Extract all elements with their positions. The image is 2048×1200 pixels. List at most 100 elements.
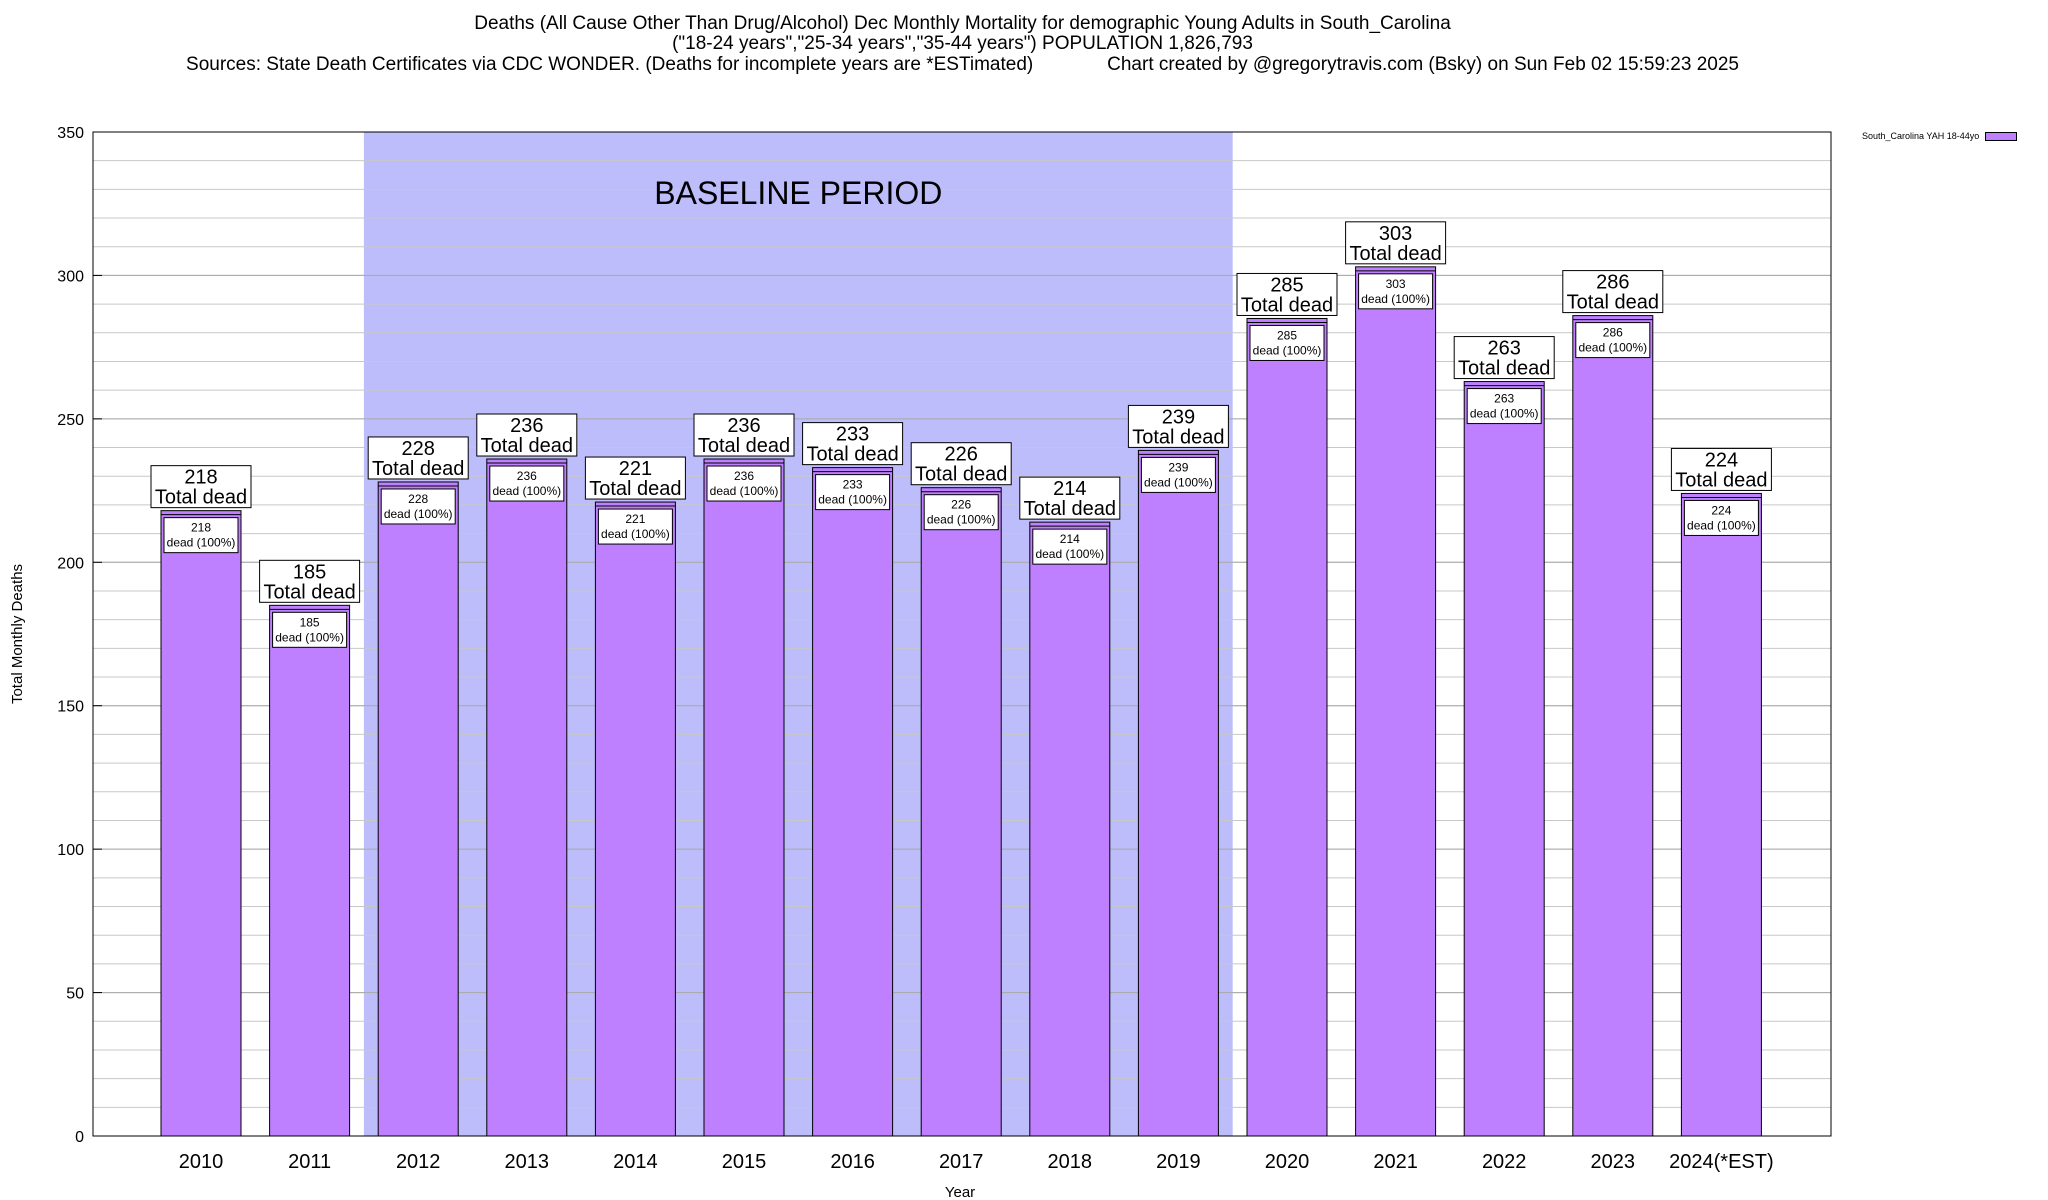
inner-pct-label: dead (100%) xyxy=(1144,475,1213,489)
total-label-box xyxy=(1670,447,1772,491)
bar xyxy=(269,604,351,1137)
inner-data-label: 233 xyxy=(843,478,863,492)
inner-data-label: 218 xyxy=(191,521,211,535)
inner-data-label: 303 xyxy=(1386,277,1406,291)
legend-label: South_Carolina YAH 18-44yo xyxy=(1862,131,1980,141)
inner-label-box xyxy=(1466,388,1542,425)
inner-label-box xyxy=(815,474,891,511)
inner-data-label: 214 xyxy=(1060,532,1080,546)
inner-pct-label: dead (100%) xyxy=(1470,407,1539,421)
inner-pct-label: dead (100%) xyxy=(1035,547,1104,561)
total-label-text: Total dead xyxy=(481,435,573,457)
total-label-text: Total dead xyxy=(1458,358,1550,380)
inner-label-box xyxy=(1575,322,1651,359)
inner-pct-label: dead (100%) xyxy=(167,536,236,550)
total-label-text: Total dead xyxy=(372,458,464,480)
inner-label-box xyxy=(489,465,565,502)
inner-data-label: 285 xyxy=(1277,328,1297,342)
bar xyxy=(812,467,894,1137)
y-tick-label: 300 xyxy=(57,268,84,285)
inner-label-box xyxy=(1683,499,1759,536)
inner-label-box xyxy=(1140,456,1216,493)
y-tick-label: 200 xyxy=(57,555,84,572)
inner-label-box xyxy=(1032,528,1108,565)
inner-label-box xyxy=(272,611,348,648)
total-label-text: Total dead xyxy=(1349,243,1441,265)
inner-label-box xyxy=(706,465,782,502)
total-label-box xyxy=(1453,336,1555,380)
inner-data-label: 224 xyxy=(1711,503,1731,517)
x-axis-label: Year xyxy=(945,1184,975,1200)
legend-swatch xyxy=(1985,131,2018,141)
bar xyxy=(486,458,568,1137)
bar xyxy=(1029,521,1111,1137)
x-tick-label: 2014 xyxy=(613,1151,658,1173)
total-data-label: 286 xyxy=(1596,272,1629,294)
inner-label-box xyxy=(1249,324,1325,361)
inner-label-box xyxy=(1358,273,1434,310)
total-label-text: Total dead xyxy=(1567,292,1659,314)
chart-title-line3: Sources: State Death Certificates via CD… xyxy=(186,54,1739,75)
bar xyxy=(1355,266,1437,1137)
inner-data-label: 185 xyxy=(300,615,320,629)
x-tick-label: 2012 xyxy=(396,1151,441,1173)
total-label-text: Total dead xyxy=(1675,469,1767,491)
bar xyxy=(1680,492,1762,1137)
total-data-label: 233 xyxy=(836,424,869,446)
total-label-box xyxy=(693,413,795,457)
total-label-box xyxy=(802,422,904,466)
inner-pct-label: dead (100%) xyxy=(601,527,670,541)
bar xyxy=(1463,381,1545,1137)
inner-pct-label: dead (100%) xyxy=(1578,341,1647,355)
inner-data-label: 221 xyxy=(625,512,645,526)
inner-data-label: 239 xyxy=(1168,460,1188,474)
inner-label-box xyxy=(597,508,673,545)
x-tick-label: 2018 xyxy=(1048,1151,1093,1173)
total-label-box xyxy=(367,436,469,480)
total-label-box xyxy=(1562,270,1664,314)
inner-label-box xyxy=(380,488,456,525)
total-data-label: 236 xyxy=(510,415,543,437)
chart-title-line2: ("18-24 years","25-34 years","35-44 year… xyxy=(672,33,1253,54)
y-tick-label: 100 xyxy=(57,842,84,859)
total-label-box xyxy=(1345,221,1447,265)
bar xyxy=(160,510,242,1137)
total-label-text: Total dead xyxy=(1241,294,1333,316)
x-tick-label: 2024(*EST) xyxy=(1669,1151,1774,1173)
x-tick-label: 2020 xyxy=(1265,1151,1310,1173)
total-label-text: Total dead xyxy=(263,581,355,603)
bar xyxy=(1246,317,1328,1137)
total-data-label: 214 xyxy=(1053,478,1086,500)
bar xyxy=(1137,449,1219,1137)
total-data-label: 218 xyxy=(184,467,217,489)
chart-title-line1: Deaths (All Cause Other Than Drug/Alcoho… xyxy=(474,13,1451,34)
total-label-text: Total dead xyxy=(806,444,898,466)
total-data-label: 228 xyxy=(402,438,435,460)
total-label-box xyxy=(584,456,686,500)
inner-data-label: 236 xyxy=(734,469,754,483)
total-data-label: 303 xyxy=(1379,223,1412,245)
bar xyxy=(703,458,785,1137)
inner-pct-label: dead (100%) xyxy=(927,513,996,527)
total-label-box xyxy=(150,465,252,509)
y-tick-label: 150 xyxy=(57,699,84,716)
x-tick-label: 2023 xyxy=(1591,1151,1636,1173)
y-tick-label: 250 xyxy=(57,412,84,429)
x-tick-label: 2022 xyxy=(1482,1151,1527,1173)
bar xyxy=(1572,315,1654,1137)
total-label-text: Total dead xyxy=(698,435,790,457)
inner-pct-label: dead (100%) xyxy=(384,507,453,521)
inner-pct-label: dead (100%) xyxy=(1253,343,1322,357)
inner-pct-label: dead (100%) xyxy=(275,630,344,644)
total-label-box xyxy=(1236,272,1338,316)
x-tick-label: 2021 xyxy=(1373,1151,1418,1173)
total-label-text: Total dead xyxy=(589,478,681,500)
inner-data-label: 286 xyxy=(1603,326,1623,340)
total-data-label: 226 xyxy=(945,444,978,466)
x-tick-label: 2010 xyxy=(179,1151,224,1173)
total-label-text: Total dead xyxy=(1132,426,1224,448)
x-tick-label: 2016 xyxy=(830,1151,875,1173)
y-tick-label: 50 xyxy=(66,986,84,1003)
total-label-text: Total dead xyxy=(1024,498,1116,520)
